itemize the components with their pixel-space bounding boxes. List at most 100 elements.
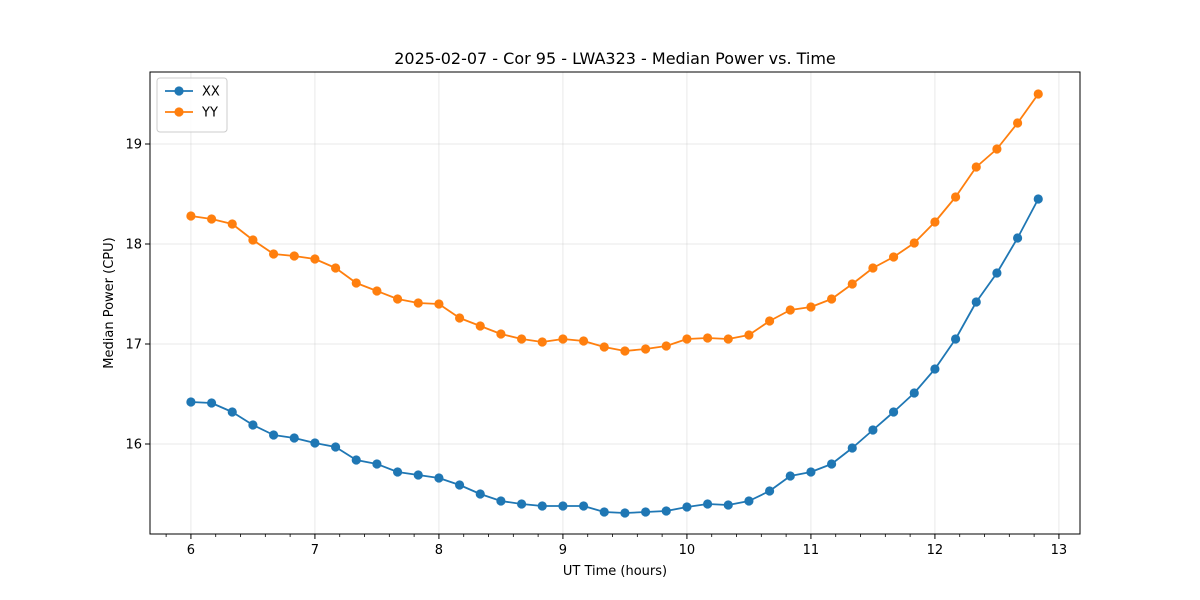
data-point-yy [392, 294, 403, 304]
data-point-yy [992, 144, 1002, 154]
data-point-yy [330, 263, 341, 273]
data-point-xx [372, 459, 382, 469]
plot-area-frame [149, 71, 1081, 535]
data-point-yy [496, 329, 506, 339]
y-tick-label: 17 [125, 338, 142, 353]
data-point-xx [744, 496, 754, 506]
data-point-xx [351, 455, 361, 465]
x-tick-label: 6 [187, 543, 195, 558]
data-point-yy [868, 263, 878, 273]
data-point-xx [186, 397, 196, 407]
data-point-yy [454, 313, 465, 323]
legend-item-xx[interactable]: XX [165, 85, 220, 100]
data-point-yy [578, 336, 589, 346]
legend[interactable]: XX YY [156, 77, 228, 133]
data-point-xx [413, 470, 423, 480]
data-point-yy [640, 344, 651, 354]
data-point-yy [558, 334, 568, 344]
x-axis-title: UT Time (hours) [563, 564, 667, 579]
x-tick-label: 9 [559, 543, 567, 558]
data-point-yy [744, 330, 754, 340]
data-point-xx [702, 499, 713, 509]
data-point-xx [971, 297, 981, 307]
data-point-yy [537, 337, 547, 347]
series-yy [186, 89, 1043, 356]
data-point-xx [909, 388, 919, 398]
grid [150, 72, 1080, 534]
data-point-yy [227, 219, 237, 229]
data-point-yy [702, 333, 713, 343]
data-point-yy [620, 346, 630, 356]
legend-marker-yy [174, 107, 184, 117]
data-point-yy [310, 254, 320, 264]
data-point-yy [372, 286, 382, 296]
data-point-yy [806, 302, 816, 312]
x-tick-label: 11 [803, 543, 820, 558]
data-point-xx [826, 459, 837, 469]
axes: 6 7 8 9 10 11 12 13 16 17 18 19 [125, 138, 1067, 559]
y-tick-label: 19 [125, 138, 142, 153]
chart-title: 2025-02-07 - Cor 95 - LWA323 - Median Po… [394, 49, 836, 68]
data-point-yy [950, 192, 961, 202]
legend-label-xx: XX [202, 85, 220, 100]
data-point-xx [248, 420, 258, 430]
y-tick-label: 18 [125, 238, 142, 253]
data-point-xx [599, 507, 609, 517]
data-point-xx [806, 467, 816, 477]
data-point-xx [930, 364, 940, 374]
data-point-yy [206, 214, 217, 224]
data-point-xx [310, 438, 320, 448]
data-point-xx [682, 502, 692, 512]
data-point-yy [930, 217, 940, 227]
data-point-xx [227, 407, 237, 417]
x-tick-label: 7 [311, 543, 319, 558]
data-point-xx [1012, 233, 1023, 243]
data-point-yy [1033, 89, 1043, 99]
data-point-yy [971, 162, 981, 172]
legend-label-yy: YY [201, 106, 218, 121]
data-point-yy [785, 305, 795, 315]
data-point-yy [516, 334, 527, 344]
x-tick-label: 10 [679, 543, 696, 558]
data-point-yy [248, 235, 258, 245]
data-point-yy [826, 294, 837, 304]
data-point-xx [434, 473, 444, 483]
data-point-xx [558, 501, 568, 511]
data-point-yy [1012, 118, 1023, 128]
data-point-xx [620, 508, 630, 518]
data-point-yy [413, 298, 423, 308]
series-layer [186, 89, 1043, 518]
data-point-xx [392, 467, 403, 477]
data-point-xx [475, 489, 485, 499]
legend-item-yy[interactable]: YY [165, 106, 218, 121]
x-tick-label: 12 [927, 543, 944, 558]
data-point-xx [640, 507, 651, 517]
data-point-xx [847, 443, 857, 453]
data-point-yy [661, 341, 671, 351]
data-point-xx [888, 407, 899, 417]
data-point-xx [330, 442, 341, 452]
data-point-yy [268, 249, 279, 259]
data-point-xx [868, 425, 878, 435]
data-point-yy [888, 252, 899, 262]
data-point-xx [537, 501, 547, 511]
data-point-yy [434, 299, 444, 309]
x-tick-label: 8 [435, 543, 443, 558]
x-tick-label: 13 [1051, 543, 1068, 558]
data-point-yy [723, 334, 733, 344]
data-point-xx [764, 486, 775, 496]
data-point-xx [723, 500, 733, 510]
data-point-xx [785, 471, 795, 481]
data-point-yy [847, 279, 857, 289]
data-point-yy [909, 238, 919, 248]
data-point-yy [475, 321, 485, 331]
series-line-yy [190, 93, 1039, 352]
data-point-xx [578, 501, 589, 511]
data-point-yy [682, 334, 692, 344]
data-point-xx [661, 506, 671, 516]
data-point-xx [1033, 194, 1043, 204]
data-point-xx [454, 480, 465, 490]
data-point-yy [764, 316, 775, 326]
series-xx [186, 194, 1043, 518]
